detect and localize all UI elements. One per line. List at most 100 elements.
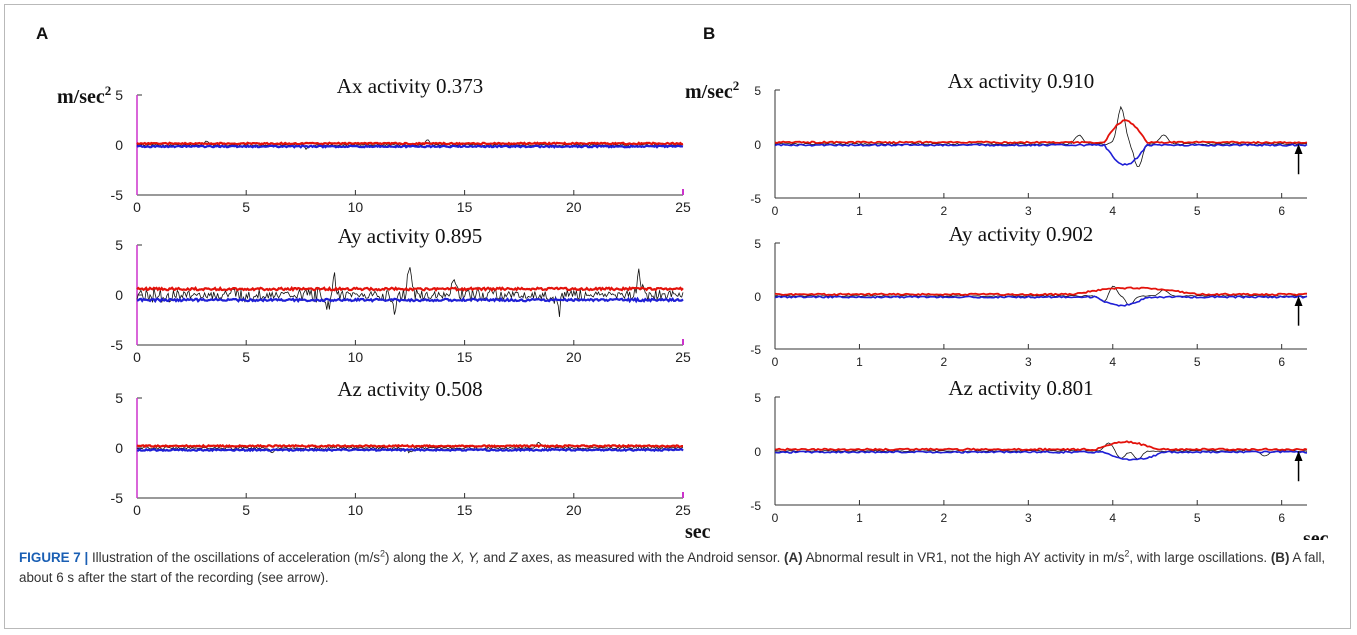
panel-a-letter: A — [36, 24, 49, 43]
x-tick-label: 0 — [772, 355, 779, 369]
x-tick-label: 5 — [242, 199, 250, 215]
lower-envelope-line — [774, 450, 1308, 461]
y-tick-label: 0 — [115, 287, 123, 303]
subplot-a-1: -5 0 5 0 5 10 15 20 25 Ax activity 0.373 m/sec2 — [57, 74, 691, 215]
unit-exponent: 2 — [733, 78, 740, 93]
fall-arrow-head — [1294, 451, 1303, 461]
upper-envelope-line — [774, 440, 1308, 452]
subplot-title: Ax activity 0.910 — [948, 69, 1094, 93]
signal-series-line — [136, 267, 684, 317]
caption-ref-a: (A) — [784, 550, 803, 565]
x-tick-label: 10 — [348, 349, 364, 365]
x-tick-label: 2 — [941, 355, 948, 369]
y-tick-label: 5 — [115, 87, 123, 103]
lower-envelope-line — [774, 143, 1308, 166]
x-tick-label: 1 — [856, 204, 863, 218]
x-tick-label: 3 — [1025, 204, 1032, 218]
x-tick-label: 20 — [566, 349, 582, 365]
x-tick-label: 20 — [566, 502, 582, 518]
x-tick-label: 15 — [457, 349, 473, 365]
y-tick-label: -5 — [750, 343, 761, 357]
upper-envelope-line — [774, 119, 1308, 145]
x-tick-label: 25 — [675, 502, 691, 518]
caption-text: ) along the — [385, 550, 452, 565]
caption-text: , with large oscillations. — [1129, 550, 1271, 565]
subplot-title: Ay activity 0.895 — [338, 224, 482, 248]
x-tick-label: 5 — [242, 502, 250, 518]
caption-axes: X, Y, — [452, 550, 480, 565]
upper-envelope-line — [136, 285, 684, 293]
x-tick-label: 15 — [457, 199, 473, 215]
x-tick-label: 0 — [772, 204, 779, 218]
figure-frame — [4, 4, 1351, 629]
y-tick-label: 5 — [115, 237, 123, 253]
x-tick-label: 6 — [1278, 355, 1285, 369]
x-tick-label: 4 — [1109, 355, 1116, 369]
upper-envelope-line — [136, 443, 683, 449]
x-tick-label: 0 — [133, 349, 141, 365]
caption-ref-b: (B) — [1270, 550, 1290, 565]
x-tick-label: 5 — [1194, 204, 1201, 218]
y-axis-unit-label: m/sec2 — [685, 78, 739, 103]
x-tick-label: 6 — [1278, 204, 1285, 218]
subplot-title: Ay activity 0.902 — [949, 222, 1093, 246]
unit-exponent: 2 — [105, 83, 112, 98]
subplot-a-3: -5 0 5 0 5 10 15 20 25 Az activity 0.508 sec — [111, 377, 711, 540]
x-tick-label: 4 — [1109, 511, 1116, 525]
subplot-b-3: -5 0 5 0 1 2 3 4 5 6 Az activity 0.801 sec — [750, 376, 1328, 540]
x-tick-label: 0 — [133, 199, 141, 215]
x-tick-label: 15 — [457, 502, 473, 518]
caption-sup: 2 — [1124, 548, 1130, 559]
panel-b-letter: B — [703, 24, 716, 43]
lower-envelope-line — [136, 144, 684, 149]
figure-caption: FIGURE 7 | Illustration of the oscillati… — [19, 548, 1339, 588]
y-tick-label: -5 — [750, 499, 761, 513]
fall-arrow-head — [1294, 296, 1303, 306]
caption-text: and — [479, 550, 510, 565]
x-tick-label: 5 — [1194, 355, 1201, 369]
x-tick-label: 2 — [941, 204, 948, 218]
x-tick-label: 10 — [348, 199, 364, 215]
y-tick-label: 5 — [754, 391, 761, 405]
y-tick-label: -5 — [111, 337, 124, 353]
upper-envelope-line — [136, 141, 684, 146]
caption-text: axes, as measured with the Android senso… — [517, 550, 785, 565]
y-tick-label: -5 — [111, 187, 124, 203]
subplot-a-2: -5 0 5 0 5 10 15 20 25 Ay activity 0.895 — [111, 224, 691, 365]
x-tick-label: 5 — [242, 349, 250, 365]
x-tick-label: 5 — [1194, 511, 1201, 525]
caption-text: Illustration of the oscillations of acce… — [88, 550, 380, 565]
x-tick-label: 0 — [772, 511, 779, 525]
lower-envelope-line — [136, 296, 684, 304]
subplot-title: Ax activity 0.373 — [337, 74, 483, 98]
y-tick-label: -5 — [111, 490, 124, 506]
x-tick-label: 10 — [348, 502, 364, 518]
subplot-title: Az activity 0.508 — [337, 377, 482, 401]
x-tick-label: 25 — [675, 349, 691, 365]
subplot-b-1: -5 0 5 0 1 2 3 4 5 6 Ax activity 0.910 m/sec2 — [685, 69, 1308, 218]
y-tick-label: -5 — [750, 192, 761, 206]
x-tick-label: 3 — [1025, 355, 1032, 369]
signal-series-line — [774, 105, 1308, 167]
x-tick-label: 1 — [856, 511, 863, 525]
y-tick-label: 0 — [115, 137, 123, 153]
x-tick-label: 2 — [941, 511, 948, 525]
caption-text: A fall, about 6 s after the start of the… — [19, 550, 1326, 585]
x-tick-label: 4 — [1109, 204, 1116, 218]
y-tick-label: 0 — [754, 290, 761, 304]
x-tick-label: 3 — [1025, 511, 1032, 525]
x-tick-label: 0 — [133, 502, 141, 518]
caption-text: Abnormal result in VR1, not the high AY … — [802, 550, 1125, 565]
y-tick-label: 0 — [115, 440, 123, 456]
upper-envelope-line — [774, 286, 1307, 297]
fall-arrow-head — [1294, 144, 1303, 154]
lower-envelope-line — [136, 447, 684, 453]
lower-envelope-line — [774, 295, 1308, 307]
y-axis-unit-label: m/sec2 — [57, 83, 111, 108]
y-tick-label: 5 — [754, 84, 761, 98]
x-tick-label: 20 — [566, 199, 582, 215]
subplot-b-2: -5 0 5 0 1 2 3 4 5 6 Ay activity 0.902 — [750, 222, 1308, 369]
y-tick-label: 0 — [754, 138, 761, 152]
x-axis-unit-label: sec — [1303, 528, 1329, 540]
